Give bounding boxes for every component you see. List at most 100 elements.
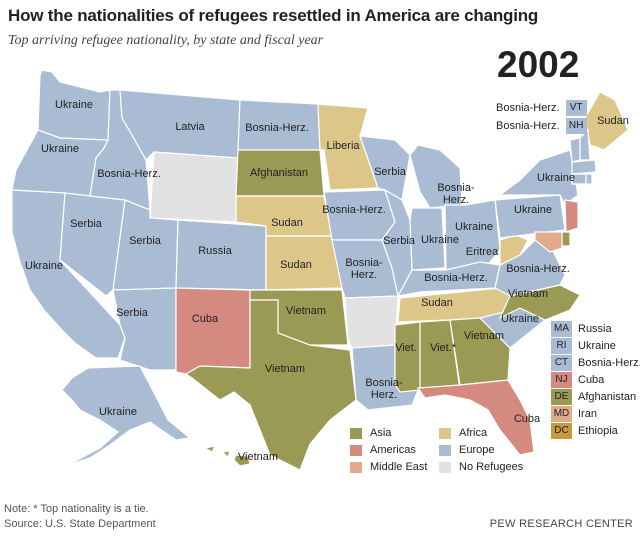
state-label-mi: Bosnia- (437, 182, 475, 194)
legend-swatch (439, 427, 451, 439)
state-label-mo: Bosnia- (345, 257, 383, 269)
legend-swatch (350, 427, 362, 439)
state-label-ky: Bosnia-Herz. (424, 272, 488, 284)
state-ma (571, 159, 597, 175)
state-label-ut: Serbia (129, 235, 162, 247)
small-country: Cuba (578, 374, 605, 386)
ne-key-nh: Bosnia-Herz. NH (496, 118, 593, 134)
state-nj (564, 199, 579, 233)
state-label-la: Herz. (371, 389, 397, 401)
ne-country: Bosnia-Herz. (496, 120, 560, 132)
small-key-dc: DC Ethiopia (551, 423, 618, 439)
small-country: Bosnia-Herz. (578, 357, 640, 369)
brand-credit: PEW RESEARCH CENTER (489, 518, 633, 530)
state-label-id: Bosnia-Herz. (97, 168, 161, 180)
state-label-tx: Vietnam (265, 363, 305, 375)
state-mn (317, 103, 379, 191)
state-label-nv: Serbia (70, 218, 103, 230)
legend-swatch (439, 444, 451, 456)
state-label-az: Serbia (116, 307, 149, 319)
legend-swatch (350, 444, 362, 456)
small-abbr-box: CT (551, 355, 572, 371)
state-ms (394, 321, 421, 393)
state-label-ga: Vietnam (464, 330, 504, 342)
ne-abbr-box: NH (565, 118, 587, 134)
state-me (584, 91, 629, 151)
state-label-il: Serbia (383, 235, 416, 247)
state-label-or: Ukraine (41, 143, 79, 155)
legend-label: No Refugees (459, 461, 524, 473)
small-key-de: DE Afghanistan (551, 389, 636, 405)
state-label-me: Sudan (597, 115, 629, 127)
ne-abbr-box: VT (565, 100, 587, 116)
state-in (409, 207, 446, 271)
legend-item-middle-east: Middle East (350, 461, 427, 473)
state-pa (494, 194, 566, 239)
state-label-nd: Bosnia-Herz. (245, 122, 309, 134)
small-abbr-box: RI (551, 338, 572, 354)
legend-label: Americas (370, 444, 416, 456)
legend-label: Asia (370, 427, 392, 439)
state-label-in: Ukraine (421, 234, 459, 246)
legend-swatch (350, 461, 362, 473)
small-country: Ukraine (578, 340, 616, 352)
small-key-ri: RI Ukraine (551, 338, 616, 354)
legend-label: Middle East (370, 461, 428, 473)
state-wy (149, 151, 239, 223)
state-wv (499, 234, 529, 266)
state-label-al: Viet.* (430, 342, 457, 354)
state-label-pa: Ukraine (514, 204, 552, 216)
ne-key-vt: Bosnia-Herz. VT (496, 100, 593, 116)
state-nm (175, 287, 251, 375)
state-tx (184, 299, 357, 471)
small-country: Ethiopia (578, 425, 618, 437)
state-label-ak: Ukraine (99, 406, 137, 418)
year-label: 2002 (497, 44, 580, 85)
state-label-wi: Serbia (374, 166, 407, 178)
small-abbr-box: DE (551, 389, 572, 405)
state-fl (416, 379, 535, 456)
state-label-nc: Vietnam (508, 288, 548, 300)
state-label-la: Bosnia- (365, 377, 403, 389)
legend-item-africa: Africa (439, 427, 487, 439)
state-label-hi: Vietnam (238, 451, 278, 463)
state-de (561, 231, 571, 247)
ne-country: Bosnia-Herz. (496, 102, 560, 114)
state-ky (396, 261, 501, 297)
legend-label: Europe (459, 444, 495, 456)
state-label-ny: Ukraine (537, 172, 575, 184)
state-label-fl: Cuba (514, 413, 541, 425)
state-nh (579, 128, 591, 161)
small-country: Afghanistan (578, 391, 637, 403)
legend-label: Africa (459, 427, 488, 439)
state-label-wa: Ukraine (55, 99, 93, 111)
state-md (534, 231, 563, 253)
small-key-ma: MA Russia (551, 321, 612, 337)
state-hi (203, 445, 251, 467)
state-label-nm: Cuba (192, 313, 219, 325)
state-label-va: Bosnia-Herz. (506, 263, 570, 275)
state-label-oh: Ukraine (455, 221, 493, 233)
state-label-mn: Liberia (326, 140, 360, 152)
footnote: Note: * Top nationality is a tie. (4, 503, 149, 515)
state-label-mi: Herz. (443, 194, 469, 206)
small-country: Iran (578, 408, 597, 420)
state-label-mo: Herz. (351, 269, 377, 281)
small-abbr-box: MD (551, 406, 572, 422)
small-country: Russia (578, 323, 612, 335)
chart-subtitle: Top arriving refugee nationality, by sta… (8, 33, 324, 48)
small-key-md: MD Iran (551, 406, 597, 422)
state-label-mt: Latvia (175, 121, 205, 133)
state-label-ks: Sudan (280, 259, 312, 271)
legend-item-asia: Asia (350, 427, 391, 439)
state-ar (344, 295, 399, 349)
state-label-sd: Afghanistan (250, 167, 308, 179)
state-label-ia: Bosnia-Herz. (322, 204, 386, 216)
state-label-co: Russia (198, 245, 233, 257)
state-ga (449, 317, 511, 386)
small-key-ct: CT Bosnia-Herz. (551, 355, 640, 371)
legend-item-none: No Refugees (439, 461, 523, 473)
state-label-wv: Eritrea (466, 246, 499, 258)
chart-title: How the nationalities of refugees resett… (8, 6, 539, 25)
